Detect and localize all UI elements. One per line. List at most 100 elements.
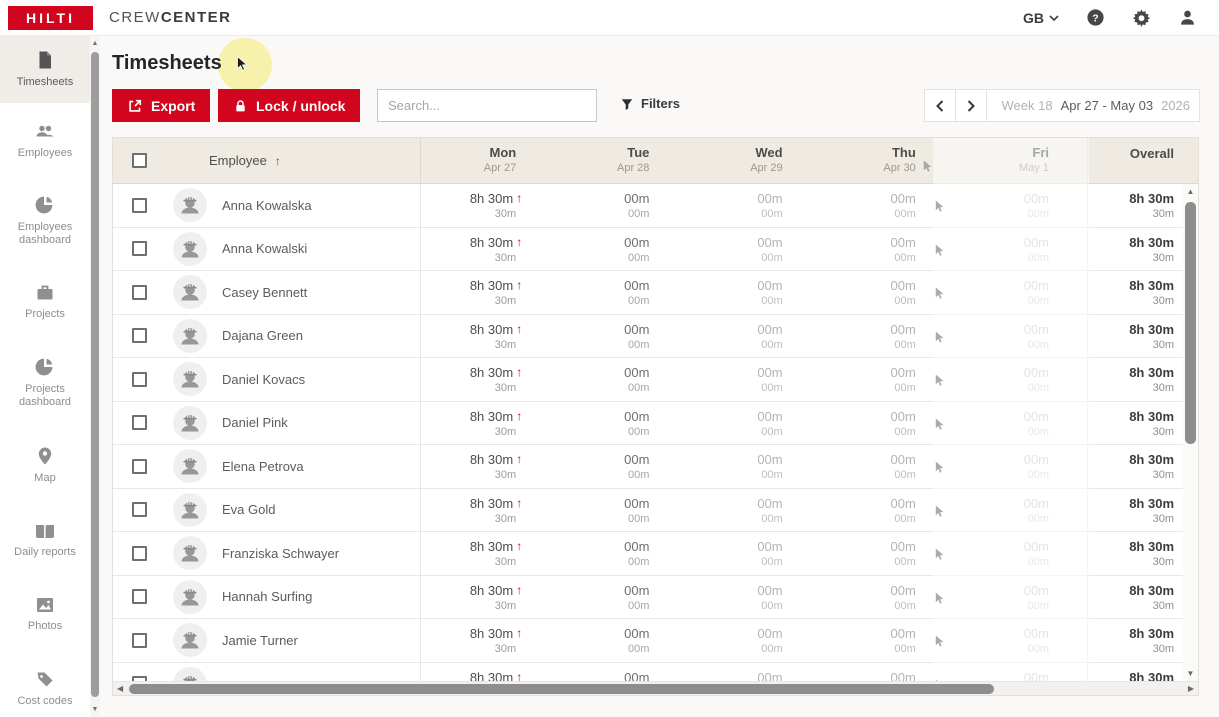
help-button[interactable]: ? bbox=[1085, 8, 1105, 28]
select-all-checkbox[interactable] bbox=[132, 153, 147, 168]
cell-thu[interactable]: 00m 00m bbox=[890, 365, 916, 394]
table-row[interactable]: Daniel Kovacs 8h 30m ↑ 30m 00m 00m 00m bbox=[113, 358, 1198, 402]
row-checkbox[interactable] bbox=[132, 197, 147, 213]
cell-mon[interactable]: 8h 30m↑ 30m bbox=[469, 365, 523, 394]
cell-thu[interactable]: 00m 00m bbox=[890, 452, 916, 481]
cell-tue[interactable]: 00m 00m bbox=[624, 495, 650, 525]
table-row[interactable]: Franziska Schwayer 8h 30m ↑ 30m 00m 00m 0… bbox=[113, 532, 1198, 576]
cell-tue[interactable]: 00m 00m bbox=[624, 365, 650, 394]
search-input[interactable] bbox=[377, 89, 597, 122]
next-week-button[interactable] bbox=[956, 90, 987, 121]
sidebar-item-daily-reports[interactable]: Daily reports bbox=[0, 503, 90, 577]
scroll-up-icon[interactable]: ▲ bbox=[1186, 187, 1195, 196]
sidebar-item-timesheets[interactable]: Timesheets bbox=[0, 36, 90, 103]
scroll-down-icon[interactable]: ▼ bbox=[91, 706, 99, 713]
cell-wed[interactable]: 00m 00m bbox=[757, 365, 783, 394]
scroll-down-icon[interactable]: ▼ bbox=[1186, 669, 1195, 678]
row-checkbox[interactable] bbox=[132, 241, 147, 257]
table-row[interactable]: Elena Petrova 8h 30m ↑ 30m 00m 00m 00m bbox=[113, 445, 1198, 489]
cell-wed[interactable]: 00m 00m bbox=[757, 191, 783, 220]
cell-tue[interactable]: 00m 00m bbox=[624, 278, 650, 307]
cell-fri[interactable]: 00m 00m bbox=[1023, 234, 1050, 264]
sidebar-item-employees-dashboard[interactable]: Employees dashboard bbox=[0, 177, 90, 265]
sidebar-item-photos[interactable]: Photos bbox=[0, 577, 90, 651]
cell-tue[interactable]: 00m 00m bbox=[624, 408, 650, 438]
cell-fri[interactable]: 00m 00m bbox=[1023, 321, 1050, 351]
cell-fri[interactable]: 00m 00m bbox=[1023, 626, 1050, 655]
cell-fri[interactable]: 00m 00m bbox=[1023, 539, 1050, 568]
cell-tue[interactable]: 00m 00m bbox=[624, 539, 650, 568]
cell-thu[interactable]: 00m 00m bbox=[890, 539, 916, 568]
table-row[interactable]: Anna Kowalska 8h 30m ↑ 30m 00m 00m 00m bbox=[113, 184, 1198, 228]
cell-fri[interactable]: 00m 00m bbox=[1023, 495, 1050, 525]
cell-thu[interactable]: 00m 00m bbox=[890, 495, 916, 525]
cell-mon[interactable]: 8h 30m↑ 30m bbox=[469, 278, 523, 307]
row-checkbox[interactable] bbox=[132, 545, 147, 561]
cell-fri[interactable]: 00m 00m bbox=[1023, 582, 1050, 612]
sidebar-item-cost-codes[interactable]: Cost codes bbox=[0, 651, 90, 717]
cell-mon[interactable]: 8h 30m↑ 30m bbox=[469, 408, 523, 438]
table-row[interactable]: Casey Bennett 8h 30m ↑ 30m 00m 00m 00m bbox=[113, 271, 1198, 315]
cell-wed[interactable]: 00m 00m bbox=[757, 321, 783, 351]
cell-tue[interactable]: 00m 00m bbox=[624, 452, 650, 481]
table-row[interactable]: Eva Gold 8h 30m ↑ 30m 00m 00m 00m 00m bbox=[113, 488, 1198, 532]
sidebar-item-map[interactable]: Map bbox=[0, 427, 90, 503]
sidebar-item-employees[interactable]: Employees bbox=[0, 103, 90, 177]
row-checkbox[interactable] bbox=[132, 328, 147, 344]
cell-thu[interactable]: 00m 00m bbox=[890, 408, 916, 438]
table-row[interactable]: Dajana Green 8h 30m ↑ 30m 00m 00m 00m 0 bbox=[113, 314, 1198, 358]
table-row[interactable]: Anna Kowalski 8h 30m ↑ 30m 00m 00m 00m bbox=[113, 227, 1198, 271]
table-row[interactable]: Jamie Turner 8h 30m ↑ 30m 00m 00m 00m 0 bbox=[113, 619, 1198, 663]
cell-thu[interactable]: 00m 00m bbox=[890, 191, 916, 220]
settings-button[interactable] bbox=[1131, 8, 1151, 28]
sidebar-scrollbar-thumb[interactable] bbox=[91, 52, 99, 697]
table-horizontal-scrollbar[interactable]: ◀ ▶ bbox=[113, 681, 1198, 695]
cell-fri[interactable]: 00m 00m bbox=[1023, 191, 1050, 220]
cell-wed[interactable]: 00m 00m bbox=[757, 582, 783, 612]
row-checkbox[interactable] bbox=[132, 415, 147, 431]
cell-thu[interactable]: 00m 00m bbox=[890, 626, 916, 655]
cell-wed[interactable]: 00m 00m bbox=[757, 539, 783, 568]
cell-thu[interactable]: 00m 00m bbox=[890, 234, 916, 264]
cell-mon[interactable]: 8h 30m↑ 30m bbox=[469, 626, 523, 655]
cell-wed[interactable]: 00m 00m bbox=[757, 495, 783, 525]
row-checkbox[interactable] bbox=[132, 502, 147, 518]
cell-mon[interactable]: 8h 30m↑ 30m bbox=[469, 191, 523, 220]
cell-wed[interactable]: 00m 00m bbox=[757, 408, 783, 438]
cell-tue[interactable]: 00m 00m bbox=[624, 582, 650, 612]
employee-column-header[interactable]: Employee ↑ bbox=[166, 138, 421, 183]
previous-week-button[interactable] bbox=[925, 90, 956, 121]
cell-wed[interactable]: 00m 00m bbox=[757, 278, 783, 307]
sidebar-item-projects-dashboard[interactable]: Projects dashboard bbox=[0, 339, 90, 427]
scroll-up-icon[interactable]: ▲ bbox=[91, 40, 99, 47]
cell-wed[interactable]: 00m 00m bbox=[757, 234, 783, 264]
cell-wed[interactable]: 00m 00m bbox=[757, 626, 783, 655]
table-row[interactable]: Hannah Surfing 8h 30m ↑ 30m 00m 00m 00m bbox=[113, 575, 1198, 619]
table-row[interactable]: Daniel Pink 8h 30m ↑ 30m 00m 00m 00m 00 bbox=[113, 401, 1198, 445]
cell-wed[interactable]: 00m 00m bbox=[757, 452, 783, 481]
cell-fri[interactable]: 00m 00m bbox=[1023, 408, 1050, 438]
cell-mon[interactable]: 8h 30m↑ 30m bbox=[469, 452, 523, 481]
cell-tue[interactable]: 00m 00m bbox=[624, 234, 650, 264]
cell-mon[interactable]: 8h 30m↑ 30m bbox=[469, 582, 523, 612]
export-button[interactable]: Export bbox=[112, 89, 211, 122]
row-checkbox[interactable] bbox=[132, 458, 147, 474]
cell-mon[interactable]: 8h 30m↑ 30m bbox=[469, 234, 523, 264]
row-checkbox[interactable] bbox=[132, 371, 147, 387]
lock-unlock-button[interactable]: Lock / unlock bbox=[218, 89, 361, 122]
scroll-left-icon[interactable]: ◀ bbox=[117, 684, 124, 693]
sidebar-item-projects[interactable]: Projects bbox=[0, 265, 90, 339]
cell-tue[interactable]: 00m 00m bbox=[624, 321, 650, 351]
account-button[interactable] bbox=[1177, 8, 1197, 28]
cell-thu[interactable]: 00m 00m bbox=[890, 582, 916, 612]
cell-fri[interactable]: 00m 00m bbox=[1023, 452, 1050, 481]
cell-mon[interactable]: 8h 30m↑ 30m bbox=[469, 321, 523, 351]
cell-mon[interactable]: 8h 30m↑ 30m bbox=[469, 495, 523, 525]
scroll-right-icon[interactable]: ▶ bbox=[1187, 684, 1194, 693]
cell-tue[interactable]: 00m 00m bbox=[624, 626, 650, 655]
row-checkbox[interactable] bbox=[132, 589, 147, 605]
cell-thu[interactable]: 00m 00m bbox=[890, 278, 916, 307]
filters-button[interactable]: Filters bbox=[620, 96, 680, 111]
row-checkbox[interactable] bbox=[132, 284, 147, 300]
cell-mon[interactable]: 8h 30m↑ 30m bbox=[469, 539, 523, 568]
